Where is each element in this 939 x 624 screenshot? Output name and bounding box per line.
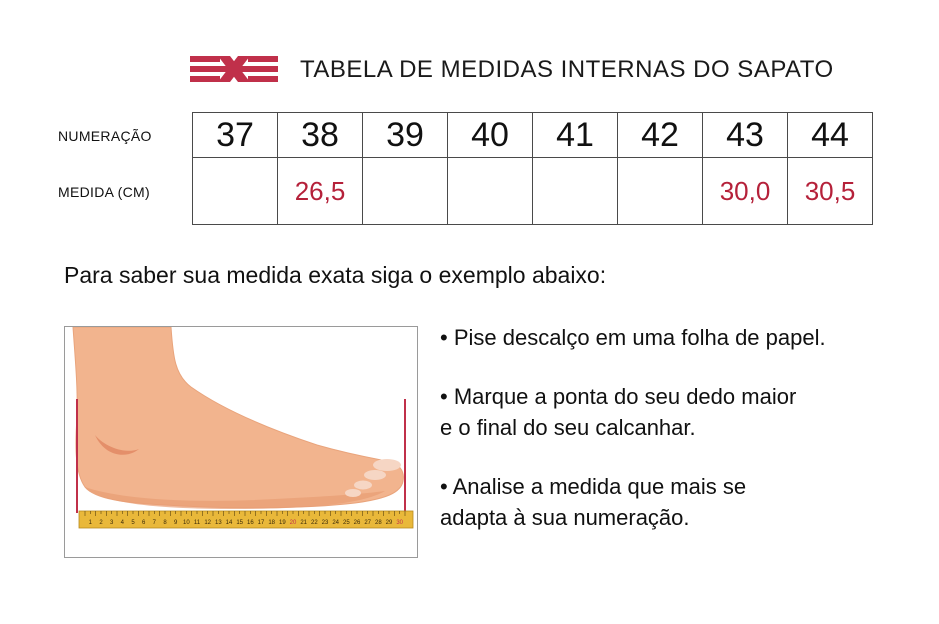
sizes-row-label: NUMERAÇÃO (58, 128, 152, 144)
measure-cell: 30,0 (702, 157, 788, 225)
foot-illustration: 1 2 3 4 5 6 7 8 9 10 11 12 13 14 15 16 17 18 19 20 21 22 23 24 2… (64, 326, 418, 558)
measure-cell (617, 157, 703, 225)
brand-logo-icon (190, 56, 278, 82)
ruler-number: 7 (153, 520, 157, 526)
ruler-number: 12 (204, 520, 211, 526)
ruler-number: 24 (332, 520, 339, 526)
ruler-number: 20 (290, 520, 297, 526)
ruler-number: 16 (247, 520, 254, 526)
ruler-number: 30 (396, 520, 403, 526)
ruler-number: 2 (99, 520, 103, 526)
ruler-number: 22 (311, 520, 318, 526)
size-cell: 39 (362, 112, 448, 158)
size-table: 37 38 39 40 41 42 43 44 26,5 30,0 30,5 (192, 112, 873, 225)
step-line: • Marque a ponta do seu dedo maior (440, 384, 797, 409)
ruler-number: 8 (163, 520, 167, 526)
measures-row: 26,5 30,0 30,5 (192, 157, 873, 225)
step-line: e o final do seu calcanhar. (440, 415, 696, 440)
measure-cell (532, 157, 618, 225)
ruler-number: 14 (226, 520, 233, 526)
ruler-number: 13 (215, 520, 222, 526)
foot-on-ruler-illustration: 1 2 3 4 5 6 7 8 9 10 11 12 13 14 15 16 17 18 19 20 21 22 23 24 2… (72, 327, 414, 529)
ruler-number: 18 (268, 520, 275, 526)
step-line: • Analise a medida que mais se (440, 474, 747, 499)
step-line: adapta à sua numeração. (440, 505, 690, 530)
ruler-number: 19 (279, 520, 286, 526)
step-item: • Analise a medida que mais se adapta à … (440, 471, 910, 533)
ruler-number: 5 (131, 520, 135, 526)
ruler-number: 21 (300, 520, 307, 526)
size-cell: 43 (702, 112, 788, 158)
step-line: • Pise descalço em uma folha de papel. (440, 325, 826, 350)
size-cell: 42 (617, 112, 703, 158)
size-cell: 37 (192, 112, 278, 158)
ruler-number: 10 (183, 520, 190, 526)
step-item: • Pise descalço em uma folha de papel. (440, 322, 910, 353)
measures-row-label: MEDIDA (CM) (58, 184, 150, 200)
ruler-number: 6 (142, 520, 146, 526)
ruler-number: 29 (386, 520, 393, 526)
page-title: TABELA DE MEDIDAS INTERNAS DO SAPATO (300, 56, 834, 83)
ruler-number: 27 (364, 520, 371, 526)
ruler-number: 9 (174, 520, 178, 526)
ruler: 1 2 3 4 5 6 7 8 9 10 11 12 13 14 15 16 17 18 19 20 21 22 23 24 2… (78, 510, 414, 529)
measure-cell (192, 157, 278, 225)
ruler-number: 1 (89, 520, 93, 526)
ruler-number: 17 (258, 520, 265, 526)
size-cell: 44 (787, 112, 873, 158)
ruler-number: 15 (236, 520, 243, 526)
step-item: • Marque a ponta do seu dedo maior e o f… (440, 381, 910, 443)
ruler-number: 11 (194, 520, 201, 526)
measure-cell: 26,5 (277, 157, 363, 225)
size-cell: 40 (447, 112, 533, 158)
measure-cell (362, 157, 448, 225)
ruler-number: 3 (110, 520, 114, 526)
instruction-heading: Para saber sua medida exata siga o exemp… (64, 262, 607, 288)
ruler-number: 28 (375, 520, 382, 526)
size-cell: 38 (277, 112, 363, 158)
ruler-number: 23 (322, 520, 329, 526)
ruler-number: 4 (121, 520, 125, 526)
sizes-row: 37 38 39 40 41 42 43 44 (192, 112, 873, 158)
ruler-number: 26 (354, 520, 361, 526)
measure-cell: 30,5 (787, 157, 873, 225)
size-cell: 41 (532, 112, 618, 158)
ruler-number: 25 (343, 520, 350, 526)
measure-cell (447, 157, 533, 225)
instruction-steps: • Pise descalço em uma folha de papel. •… (440, 322, 910, 561)
